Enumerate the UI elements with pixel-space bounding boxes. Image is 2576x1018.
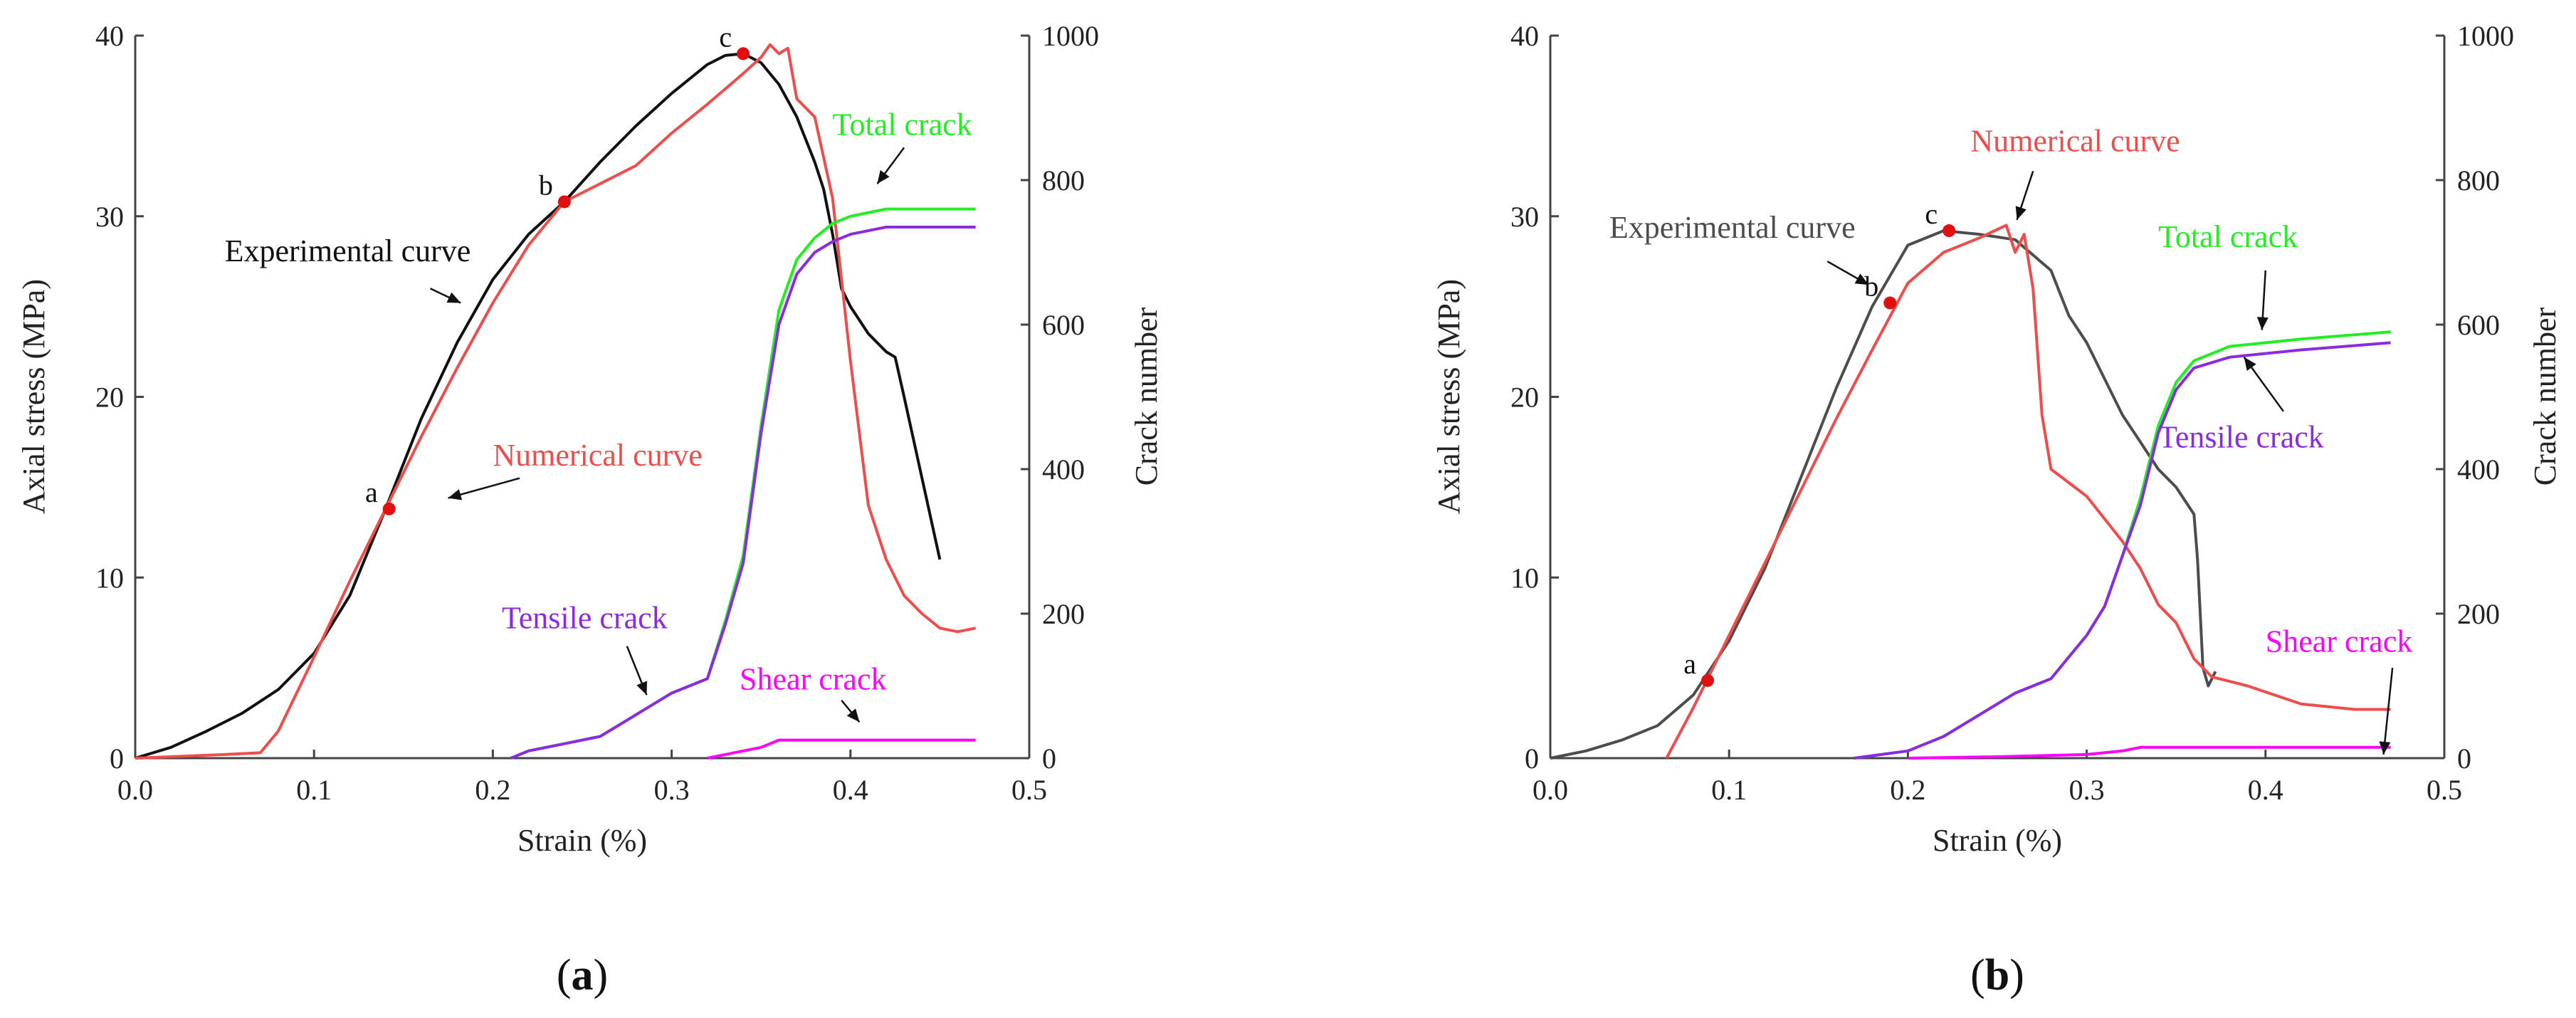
point-b-label-b: b [1864,271,1878,303]
x-tick-label-a: 0.2 [475,774,510,806]
total-crack-annotation-b: Total crack [2158,219,2298,254]
total-crack-line-b [1854,330,2391,760]
y2-tick-label-a: 600 [1042,309,1085,341]
total-crack-annotation-a: Total crack [833,107,972,142]
y2-tick-label-a: 400 [1042,453,1085,486]
y2-tick-label-b: 1000 [2457,20,2514,52]
numerical-curve-arrowhead-a [448,489,463,500]
y-tick-label-b: 40 [1510,20,1539,52]
plot-area-a [135,36,1029,758]
y2-tick-label-a: 800 [1042,164,1085,196]
experimental-curve-annotation-b: Experimental curve [1609,210,1856,245]
numerical-curve-line-b [1665,224,2391,759]
x-tick-label-a: 0.0 [117,774,153,806]
shear-crack-annotation-b: Shear crack [2266,624,2412,658]
numerical-curve-annotation-b: Numerical curve [1970,123,2180,158]
x-tick-label-a: 0.1 [296,774,332,806]
shear-crack-arrowhead-a [846,708,860,723]
y-tick-label-a: 10 [95,562,124,594]
y2-axis-title-a: Crack number [1129,307,1164,486]
y2-tick-label-a: 1000 [1042,20,1099,52]
total-crack-arrowhead-b [2256,317,2269,330]
shear-crack-annotation-a: Shear crack [740,662,886,697]
x-tick-label-b: 0.1 [1711,774,1747,806]
numerical-curve-arrowhead-b [2015,206,2026,220]
point-c-marker-b [1942,224,1956,238]
point-a-marker-b [1701,673,1715,687]
x-tick-label-b: 0.3 [2069,774,2105,806]
tensile-crack-line-b [1854,341,2391,760]
numerical-curve-line-a [135,43,976,760]
shear-crack-arrowhead-b [2379,741,2391,755]
x-axis-title-b: Strain (%) [1933,823,2062,858]
point-c-marker-a [737,47,750,61]
point-b-marker-a [557,195,571,209]
x-axis-title-a: Strain (%) [517,823,647,858]
shear-crack-line-a [707,738,976,760]
x-tick-label-b: 0.5 [2427,774,2462,806]
point-c-label-b: c [1925,198,1938,230]
y-tick-label-b: 30 [1510,201,1539,233]
y-tick-label-b: 0 [1525,742,1539,775]
point-b-marker-b [1883,296,1897,310]
panel-a: Axial stress (MPa) Crack number Strain (… [16,20,1164,999]
panel-b: Axial stress (MPa) Crack number Strain (… [1431,20,2562,999]
x-tick-label-b: 0.4 [2248,774,2283,806]
y2-tick-label-a: 0 [1042,742,1056,775]
y-tick-label-b: 10 [1510,562,1539,594]
point-a-marker-a [382,502,396,515]
x-tick-label-a: 0.5 [1011,774,1047,806]
shear-crack-line-b [1908,745,2391,760]
panel-label-b: (b) [1970,951,2024,999]
experimental-curve-arrowhead-b [1854,273,1869,285]
y-axis-title-b: Axial stress (MPa) [1431,279,1466,514]
shear-crack-arrow-b [2382,667,2394,755]
y-tick-label-a: 20 [95,382,124,414]
point-b-label-a: b [539,169,553,201]
y2-tick-label-b: 200 [2457,598,2500,630]
x-tick-label-a: 0.3 [654,774,690,806]
x-tick-label-a: 0.4 [833,774,868,806]
y-tick-label-a: 40 [95,20,124,52]
y2-tick-label-b: 600 [2457,309,2500,341]
numerical-curve-annotation-a: Numerical curve [493,438,702,473]
experimental-curve-annotation-a: Experimental curve [225,233,471,268]
x-tick-label-b: 0.0 [1533,774,1568,806]
y2-tick-label-a: 200 [1042,598,1085,630]
point-a-label-a: a [365,476,378,508]
point-c-label-a: c [719,21,732,53]
experimental-curve-line-a [135,52,942,760]
tensile-crack-line-a [510,226,976,760]
tensile-crack-annotation-a: Tensile crack [502,600,668,635]
panel-label-a: (a) [557,951,608,999]
experimental-curve-line-b [1550,229,2217,760]
y-tick-label-a: 0 [110,742,124,775]
total-crack-arrowhead-a [877,169,890,184]
y2-axis-title-b: Crack number [2528,307,2562,486]
y2-tick-label-b: 400 [2457,453,2500,486]
y2-tick-label-b: 0 [2457,742,2471,775]
y-axis-title-a: Axial stress (MPa) [16,279,51,514]
x-tick-label-b: 0.2 [1890,774,1925,806]
tensile-crack-arrowhead-b [2244,357,2256,371]
tensile-crack-arrowhead-a [636,681,648,696]
point-a-label-b: a [1683,648,1696,680]
experimental-curve-arrowhead-a [446,292,461,303]
y2-tick-label-b: 800 [2457,164,2500,196]
y-tick-label-b: 20 [1510,382,1539,414]
tensile-crack-annotation-b: Tensile crack [2158,420,2324,455]
y-tick-label-a: 30 [95,201,124,233]
